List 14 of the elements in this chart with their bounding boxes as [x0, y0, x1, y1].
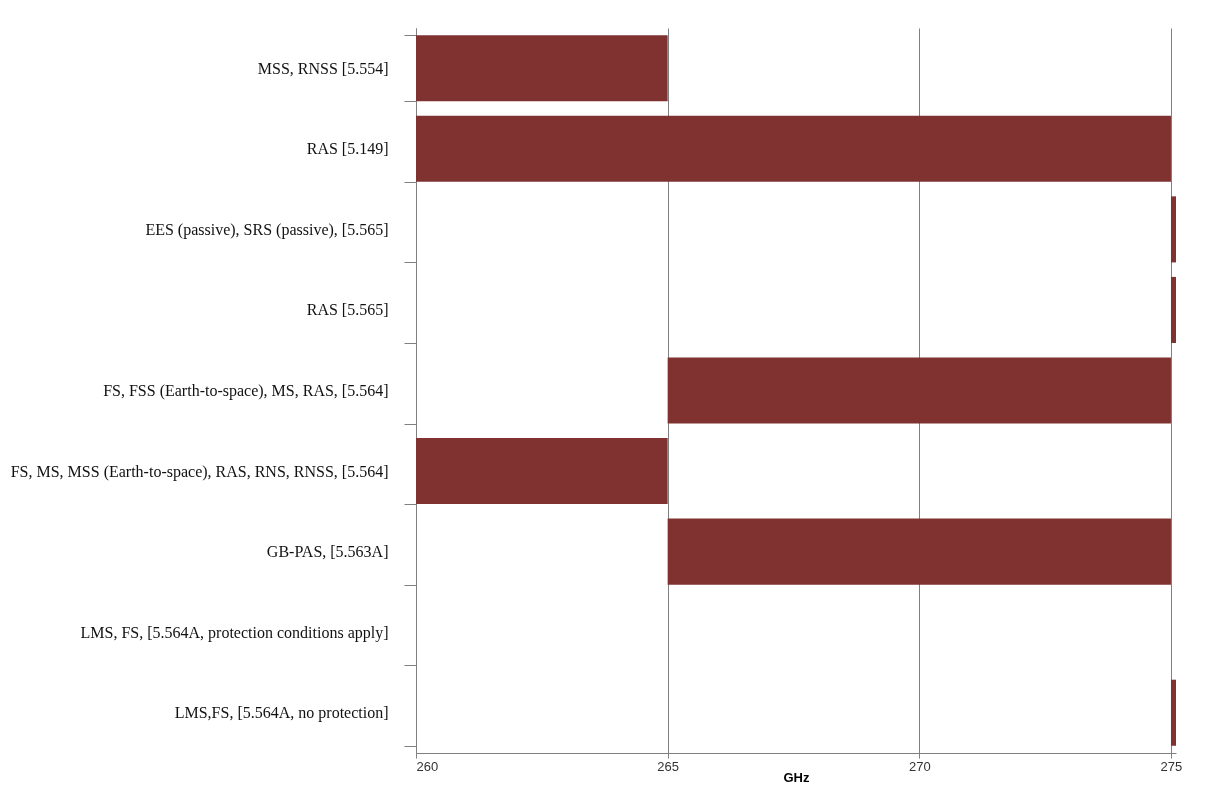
- y-tick-label: RAS [5.149]: [306, 140, 389, 158]
- y-tick-label: LMS, FS, [5.564A, protection conditions apply]: [80, 623, 389, 642]
- x-axis-title: GHz: [783, 769, 810, 785]
- x-tick-label: 270: [908, 758, 931, 774]
- x-tick-label: 265: [657, 758, 680, 774]
- y-tick-label: FS, MS, MSS (Earth-to-space), RAS, RNS, RNSS, [5.564]: [10, 462, 389, 481]
- y-tick-label: LMS,FS, [5.564A, no protection]: [174, 704, 389, 723]
- y-tick-label: GB-PAS, [5.563A]: [266, 543, 389, 561]
- x-tick-label: 260: [416, 758, 439, 774]
- y-tick-label: EES (passive), SRS (passive), [5.565]: [145, 220, 389, 239]
- y-tick-label: MSS, RNSS [5.554]: [257, 59, 389, 77]
- y-tick-label: FS, FSS (Earth-to-space), MS, RAS, [5.564]: [103, 382, 389, 400]
- x-tick-label: 275: [1160, 758, 1183, 774]
- y-tick-label: RAS [5.565]: [306, 301, 389, 319]
